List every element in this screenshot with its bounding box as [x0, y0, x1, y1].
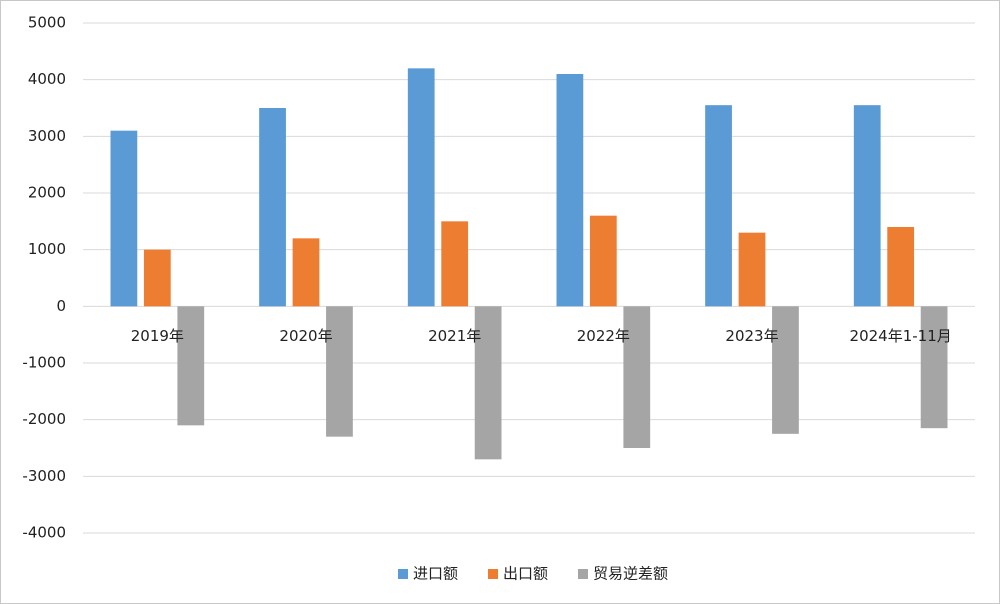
bar [143, 249, 171, 307]
bar [326, 306, 353, 437]
bar [407, 68, 435, 307]
bar [705, 105, 732, 307]
x-tick-label: 2020年 [279, 327, 332, 345]
x-tick-label: 2024年1-11月 [850, 327, 952, 345]
bar [441, 221, 469, 307]
bar [853, 105, 881, 307]
bar [772, 306, 799, 434]
bar [556, 74, 584, 307]
y-tick-label: 5000 [28, 14, 66, 32]
bar [589, 215, 617, 307]
x-tick-label: 2023年 [725, 327, 778, 345]
y-tick-label: -2000 [22, 410, 66, 428]
y-tick-label: -1000 [22, 354, 66, 372]
y-tick-label: 0 [56, 297, 66, 315]
bar [738, 232, 766, 307]
y-tick-label: -3000 [22, 467, 66, 485]
bar [177, 306, 205, 426]
x-tick-label: 2019年 [131, 327, 184, 345]
y-tick-label: 3000 [28, 127, 66, 145]
bar [292, 238, 320, 307]
bar [474, 306, 502, 460]
x-tick-label: 2021年 [428, 327, 481, 345]
legend-swatch [488, 569, 498, 579]
legend-swatch [398, 569, 408, 579]
x-tick-label: 2022年 [577, 327, 630, 345]
bar [920, 306, 948, 429]
bar [259, 108, 286, 307]
legend-label: 进口额 [413, 565, 458, 583]
legend-label: 出口额 [503, 565, 548, 583]
bar [110, 130, 138, 307]
bar [623, 306, 651, 448]
y-tick-label: -4000 [22, 524, 66, 542]
legend-label: 贸易逆差额 [593, 565, 668, 583]
bar [887, 227, 915, 307]
y-tick-label: 4000 [28, 70, 66, 88]
y-tick-label: 1000 [28, 240, 66, 258]
legend-swatch [578, 569, 588, 579]
y-tick-label: 2000 [28, 184, 66, 202]
